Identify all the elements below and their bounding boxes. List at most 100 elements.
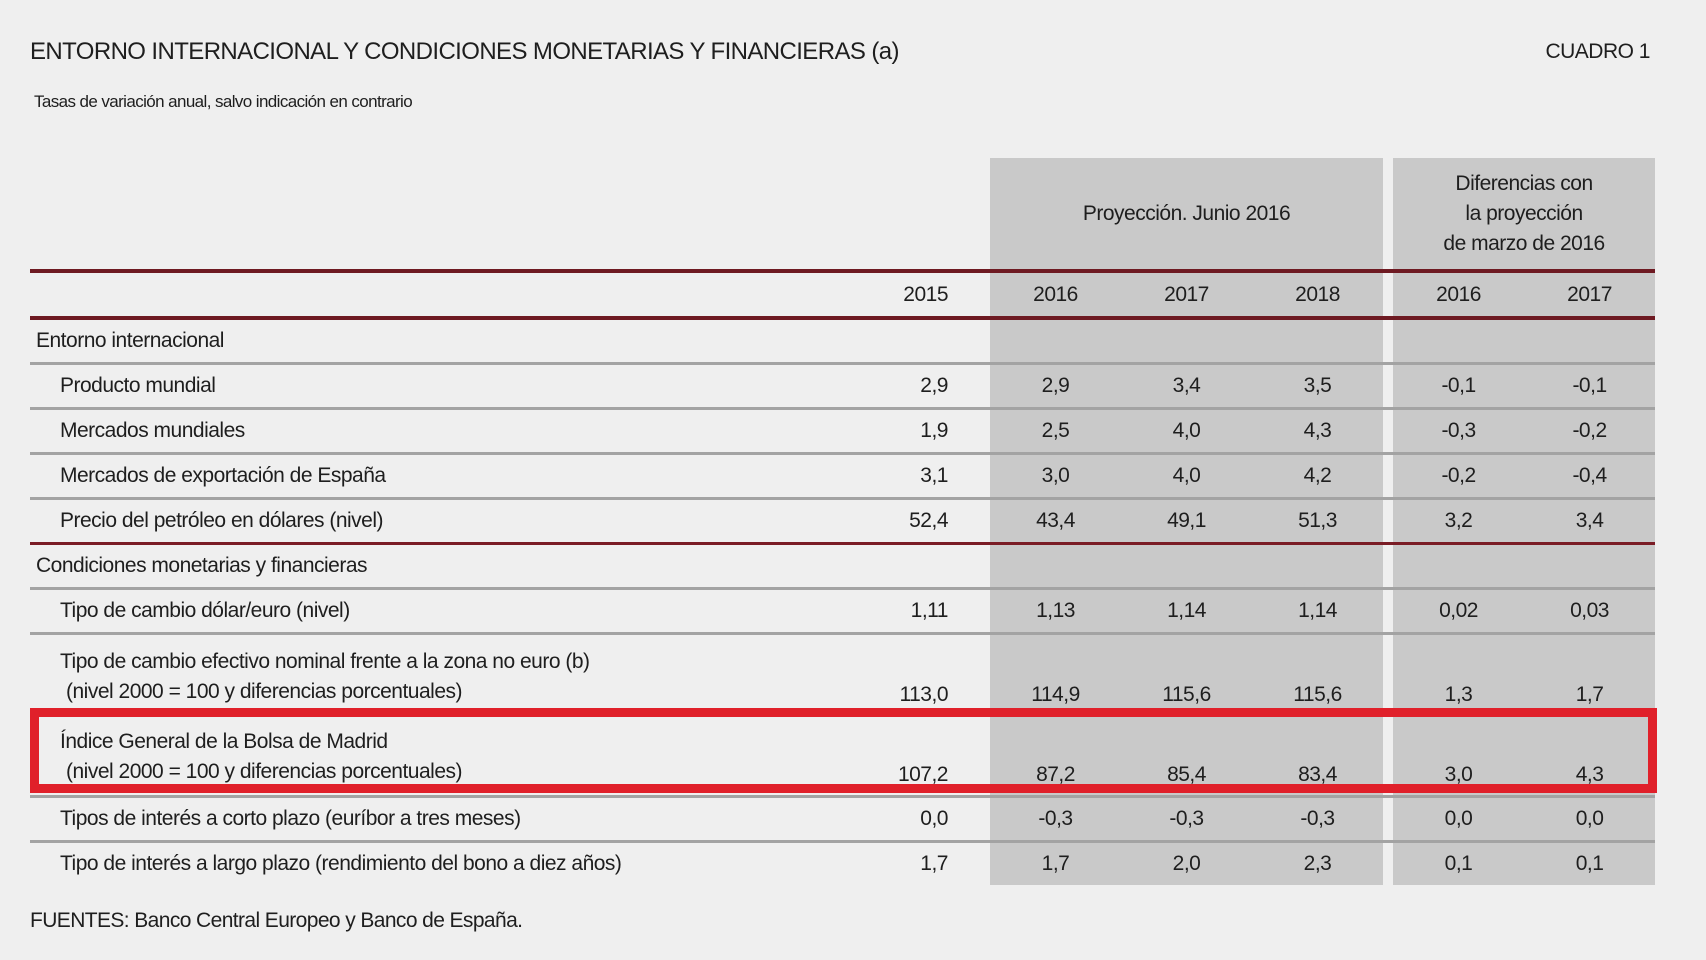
year-header: 2015 xyxy=(800,271,990,320)
value-cell: -0,1 xyxy=(1393,363,1525,410)
row-label: Tipo de cambio dólar/euro (nivel) xyxy=(30,588,800,635)
table-row: Precio del petróleo en dólares (nivel) 52… xyxy=(30,498,1656,545)
spacer xyxy=(1383,453,1394,500)
section-title: Entorno internacional xyxy=(30,318,800,365)
table-row: Tipo de cambio efectivo nominal frente a… xyxy=(30,633,1656,716)
value-cell: 3,4 xyxy=(1524,498,1656,545)
row-label: Tipo de interés a largo plazo (rendimien… xyxy=(30,842,800,886)
value-cell: -0,3 xyxy=(1252,796,1384,843)
row-label-line: Índice General de la Bolsa de Madrid xyxy=(60,730,388,753)
group-diff-line: Diferencias con xyxy=(1455,171,1593,195)
row-label: Mercados de exportación de España xyxy=(30,453,800,500)
row-label: Tipos de interés a corto plazo (euríbor … xyxy=(30,796,800,843)
year-header: 2016 xyxy=(1393,271,1525,320)
value-cell: 3,1 xyxy=(800,453,990,500)
value-cell: 114,9 xyxy=(990,633,1121,715)
section-row: Entorno internacional xyxy=(30,318,1656,365)
row-label-line: Precio del petróleo en dólares (nivel) xyxy=(60,509,384,532)
year-header-row: 2015 2016 2017 2018 2016 2017 xyxy=(30,271,1656,320)
row-label-line: Mercados mundiales xyxy=(60,419,245,442)
value-cell: 43,4 xyxy=(990,498,1121,545)
sources-footnote: FUENTES: Banco Central Europeo y Banco d… xyxy=(30,909,523,932)
value-cell: -0,4 xyxy=(1524,453,1656,500)
row-label: Tipo de cambio efectivo nominal frente a… xyxy=(30,634,800,716)
row-label-line: Producto mundial xyxy=(60,374,216,397)
value-cell: 1,9 xyxy=(800,408,990,455)
spacer xyxy=(1383,543,1394,590)
year-header: 2016 xyxy=(990,271,1121,320)
value-cell: 113,0 xyxy=(899,683,949,706)
empty-cell xyxy=(1252,318,1384,365)
value-cell: 3,2 xyxy=(1393,498,1525,545)
row-label-line: Mercados de exportación de España xyxy=(60,464,386,487)
value-cell: 2,0 xyxy=(1121,841,1252,885)
year-header: 2017 xyxy=(1121,271,1252,320)
empty-cell xyxy=(1393,543,1525,590)
value-cell: 4,0 xyxy=(1121,408,1252,455)
spacer xyxy=(1383,796,1394,843)
group-header-row: Proyección. Junio 2016 Diferencias con l… xyxy=(30,158,1656,271)
value-cell: -0,1 xyxy=(1524,363,1656,410)
row-label: Producto mundial xyxy=(30,363,800,410)
table-row: Tipo de interés a largo plazo (rendimien… xyxy=(30,841,1656,886)
value-cell: -0,2 xyxy=(1393,453,1525,500)
spacer xyxy=(1383,363,1394,410)
value-cell: 115,6 xyxy=(1252,633,1384,715)
value-cell: 1,3 xyxy=(1393,633,1525,715)
year-header: 2017 xyxy=(1524,271,1656,320)
group-diff-header: Diferencias con la proyección de marzo d… xyxy=(1393,158,1656,271)
value-cell: -0,3 xyxy=(1121,796,1252,843)
row-label: Mercados mundiales xyxy=(30,408,800,455)
value-cell: 51,3 xyxy=(1252,498,1384,545)
row-label-line: (nivel 2000 = 100 y diferencias porcentu… xyxy=(66,760,463,783)
table-row: Mercados de exportación de España 3,1 3,0 4… xyxy=(30,453,1656,500)
empty-cell xyxy=(1524,543,1656,590)
value-cell: 1,7 xyxy=(1524,633,1656,715)
empty-cell xyxy=(1121,318,1252,365)
value-cell: 3,5 xyxy=(1252,363,1384,410)
spacer xyxy=(1383,842,1393,886)
value-cell: 1,7 xyxy=(920,852,948,875)
spacer xyxy=(1383,498,1394,545)
row-label-line: (nivel 2000 = 100 y diferencias porcentu… xyxy=(66,680,463,703)
value-cell: 1,13 xyxy=(990,588,1121,635)
value-cell: 0,0 xyxy=(800,796,990,843)
table-row: Producto mundial 2,9 2,9 3,4 3,5 -0,1 -0,1 xyxy=(30,363,1656,410)
data-table: Proyección. Junio 2016 Diferencias con l… xyxy=(30,158,1656,886)
value-cell: 1,7 xyxy=(990,841,1121,885)
value-cell: 4,0 xyxy=(1121,453,1252,500)
row-label-line: Tipo de cambio efectivo nominal frente a… xyxy=(60,650,590,673)
value-cell: 3,0 xyxy=(990,453,1121,500)
group-diff-line: de marzo de 2016 xyxy=(1443,231,1605,255)
value-cell: 0,1 xyxy=(1393,841,1525,885)
value-cell: -0,2 xyxy=(1524,408,1656,455)
table-row: Tipos de interés a corto plazo (euríbor … xyxy=(30,796,1656,843)
value-cell: 0,1 xyxy=(1524,841,1656,885)
empty-cell xyxy=(800,318,990,365)
value-cell: 1,14 xyxy=(1252,588,1384,635)
row-label: Precio del petróleo en dólares (nivel) xyxy=(30,498,800,545)
highlight-box xyxy=(30,708,1657,793)
empty-cell xyxy=(990,318,1121,365)
value-cell: -0,3 xyxy=(990,796,1121,843)
box-number: CUADRO 1 xyxy=(1545,40,1650,63)
value-cell: 4,3 xyxy=(1252,408,1384,455)
value-cell: 2,9 xyxy=(800,363,990,410)
spacer xyxy=(1383,715,1394,798)
year-header: 2018 xyxy=(1252,271,1384,320)
value-cell: 115,6 xyxy=(1121,633,1252,715)
empty-cell xyxy=(800,543,990,590)
spacer xyxy=(1383,634,1393,716)
value-cell: -0,3 xyxy=(1393,408,1525,455)
spacer xyxy=(1383,318,1394,365)
spacer xyxy=(1383,588,1394,635)
value-cell: 1,11 xyxy=(800,588,990,635)
value-cell: 2,3 xyxy=(1252,841,1384,885)
value-cell: 1,14 xyxy=(1121,588,1252,635)
value-cell: 52,4 xyxy=(800,498,990,545)
empty-cell xyxy=(1121,543,1252,590)
value-cell: 49,1 xyxy=(1121,498,1252,545)
value-cell: 2,9 xyxy=(990,363,1121,410)
table-row: Tipo de cambio dólar/euro (nivel) 1,11 1,1… xyxy=(30,588,1656,635)
value-cell: 2,5 xyxy=(990,408,1121,455)
